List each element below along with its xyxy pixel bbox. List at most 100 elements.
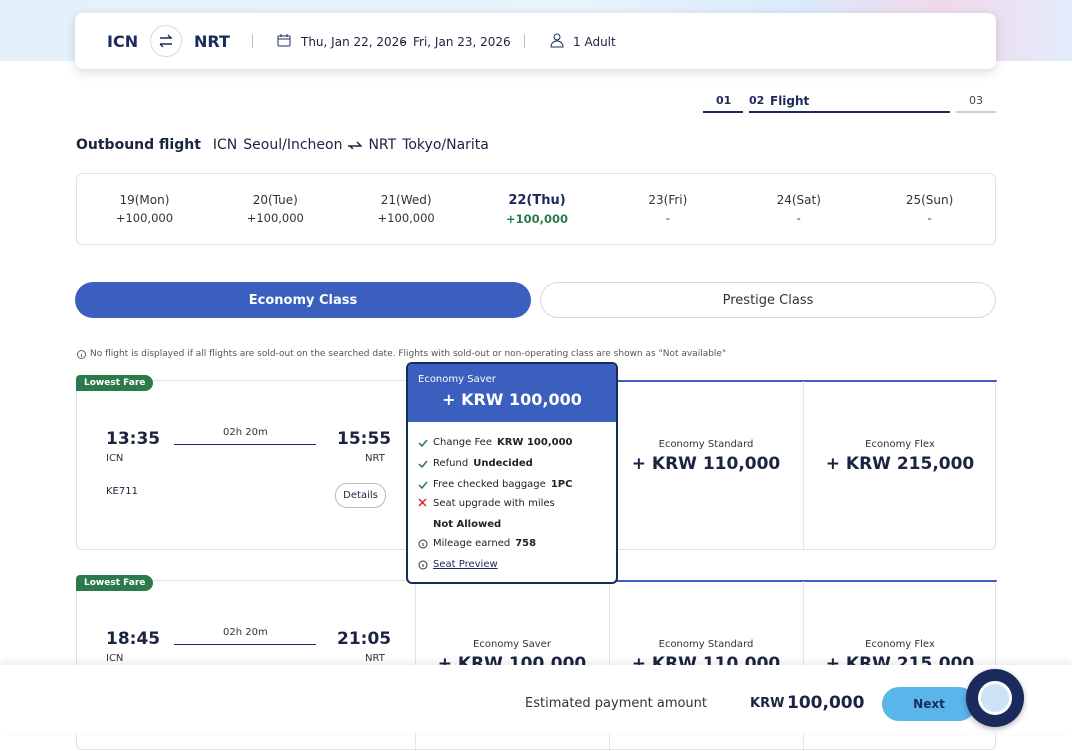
seat-preview[interactable]: Seat Preview (418, 554, 606, 575)
popup-header: Economy Saver + KRW 100,000 (408, 364, 616, 422)
feature-value: 758 (515, 538, 537, 549)
feature-label: Mileage earned (433, 538, 511, 549)
date-price: - (796, 211, 801, 225)
step-number: 01 (716, 94, 732, 107)
fare-option[interactable]: Economy Flex + KRW 215,000 (803, 381, 996, 551)
estimate-label: Estimated payment amount (525, 696, 708, 711)
popup-fare-price: + KRW 100,000 (442, 390, 582, 409)
notice: No flight is displayed if all flights ar… (77, 349, 726, 359)
step-bar (956, 111, 996, 113)
fare-name: Economy Saver (473, 639, 551, 650)
date-day: 25(Sun) (905, 193, 954, 207)
arrive-time: 15:55 (337, 429, 392, 449)
destination-city: Tokyo/Narita (402, 137, 489, 153)
feature-row: Free checked baggage 1PC (418, 474, 606, 495)
date-option[interactable]: 20(Tue) +100,000 (210, 174, 341, 244)
date-day: 20(Tue) (252, 193, 298, 207)
depart-date: Thu, Jan 22, 2026 (301, 35, 407, 49)
fare-top-border (415, 580, 997, 582)
feature-label: Change Fee (433, 437, 492, 448)
duration-line (174, 444, 316, 445)
outbound-title: Outbound flight (76, 137, 201, 153)
feature-icon (418, 460, 428, 468)
arrive-code: NRT (365, 653, 385, 664)
step-label: Flight (770, 94, 810, 108)
feature-value: Undecided (473, 458, 533, 469)
date-option[interactable]: 23(Fri) - (602, 174, 733, 244)
destination-code: NRT (368, 137, 397, 153)
feature-row: Seat upgrade with miles Not Allowed (418, 495, 606, 533)
date-day: 23(Fri) (648, 193, 688, 207)
depart-code: ICN (106, 453, 124, 464)
origin: ICN (107, 32, 139, 51)
notice-text: No flight is displayed if all flights ar… (90, 349, 727, 359)
outbound-heading: Outbound flight ICN Seoul/Incheon NRT To… (76, 137, 489, 153)
fare-price: + KRW 110,000 (631, 454, 781, 474)
feature-value: Not Allowed (433, 519, 502, 531)
step-bar (703, 111, 743, 113)
date-price: - (927, 211, 932, 225)
feature-row: Refund Undecided (418, 453, 606, 474)
depart-code: ICN (106, 653, 124, 664)
swap-button[interactable] (150, 25, 182, 57)
date-option[interactable]: 21(Wed) +100,000 (341, 174, 472, 244)
amount: 100,000 (787, 693, 865, 713)
date-day: 24(Sat) (776, 193, 821, 207)
duration-line (174, 644, 316, 645)
date-option[interactable]: 22(Thu) +100,000 (472, 174, 603, 244)
depart-time: 18:45 (106, 629, 161, 649)
origin-city: Seoul/Incheon (243, 137, 343, 153)
class-tab[interactable]: Economy Class (75, 282, 531, 318)
calendar-icon (277, 34, 291, 47)
feature-icon (418, 481, 428, 489)
date-price: - (665, 211, 670, 225)
footer: Estimated payment amount KRW 100,000 Nex… (0, 665, 1072, 733)
fare-name: Economy Standard (658, 439, 754, 450)
feature-value: 1PC (550, 479, 573, 490)
date-selector: 19(Mon) +100,000 20(Tue) +100,000 21(Wed) +10… (76, 173, 996, 245)
details-button[interactable]: Details (335, 483, 386, 508)
flight-number: KE711 (106, 486, 138, 497)
date-option[interactable]: 25(Sun) - (864, 174, 995, 244)
destination: NRT (194, 32, 230, 51)
currency: KRW (750, 696, 785, 711)
step-number: 03 (969, 94, 983, 107)
arrive-code: NRT (365, 453, 385, 464)
date-day: 19(Mon) (119, 193, 170, 207)
next-button[interactable]: Next (882, 687, 976, 721)
person-icon (550, 33, 564, 48)
fare-name: Economy Flex (865, 439, 935, 450)
class-tab[interactable]: Prestige Class (540, 282, 996, 318)
feature-label: Free checked baggage (433, 479, 546, 490)
date-price: +100,000 (377, 211, 435, 225)
fare-option[interactable]: Economy Standard + KRW 110,000 (609, 381, 802, 551)
fare-top-border (415, 380, 997, 382)
chat-icon (978, 681, 1012, 715)
date-price: +100,000 (506, 212, 569, 226)
feature-icon (418, 498, 427, 507)
depart-time: 13:35 (106, 429, 161, 449)
date-separator: - (401, 35, 406, 49)
duration: 02h 20m (223, 427, 268, 438)
date-option[interactable]: 24(Sat) - (733, 174, 864, 244)
feature-row: Change Fee KRW 100,000 (418, 432, 606, 453)
divider (252, 34, 253, 48)
passengers: 1 Adult (573, 35, 616, 49)
feature-value: KRW 100,000 (496, 437, 573, 448)
feature-label: Refund (433, 458, 469, 469)
swap-icon (159, 34, 172, 48)
feature-icon (418, 439, 428, 447)
info-icon (418, 560, 428, 569)
search-summary[interactable]: ICN NRT Thu, Jan 22, 2026 - Fri, Jan 23,… (75, 13, 996, 69)
feature-icon (418, 539, 428, 548)
step-number: 02 (749, 94, 765, 107)
origin-code: ICN (212, 137, 238, 153)
feature-label: Seat upgrade with miles (433, 497, 555, 509)
chat-button[interactable] (966, 669, 1024, 727)
seat-preview-link[interactable]: Seat Preview (433, 559, 498, 570)
fare-name: Economy Standard (658, 639, 754, 650)
fare-popup[interactable]: Economy Saver + KRW 100,000 Change Fee KR… (406, 362, 618, 584)
date-option[interactable]: 19(Mon) +100,000 (79, 174, 210, 244)
arrive-time: 21:05 (337, 629, 392, 649)
